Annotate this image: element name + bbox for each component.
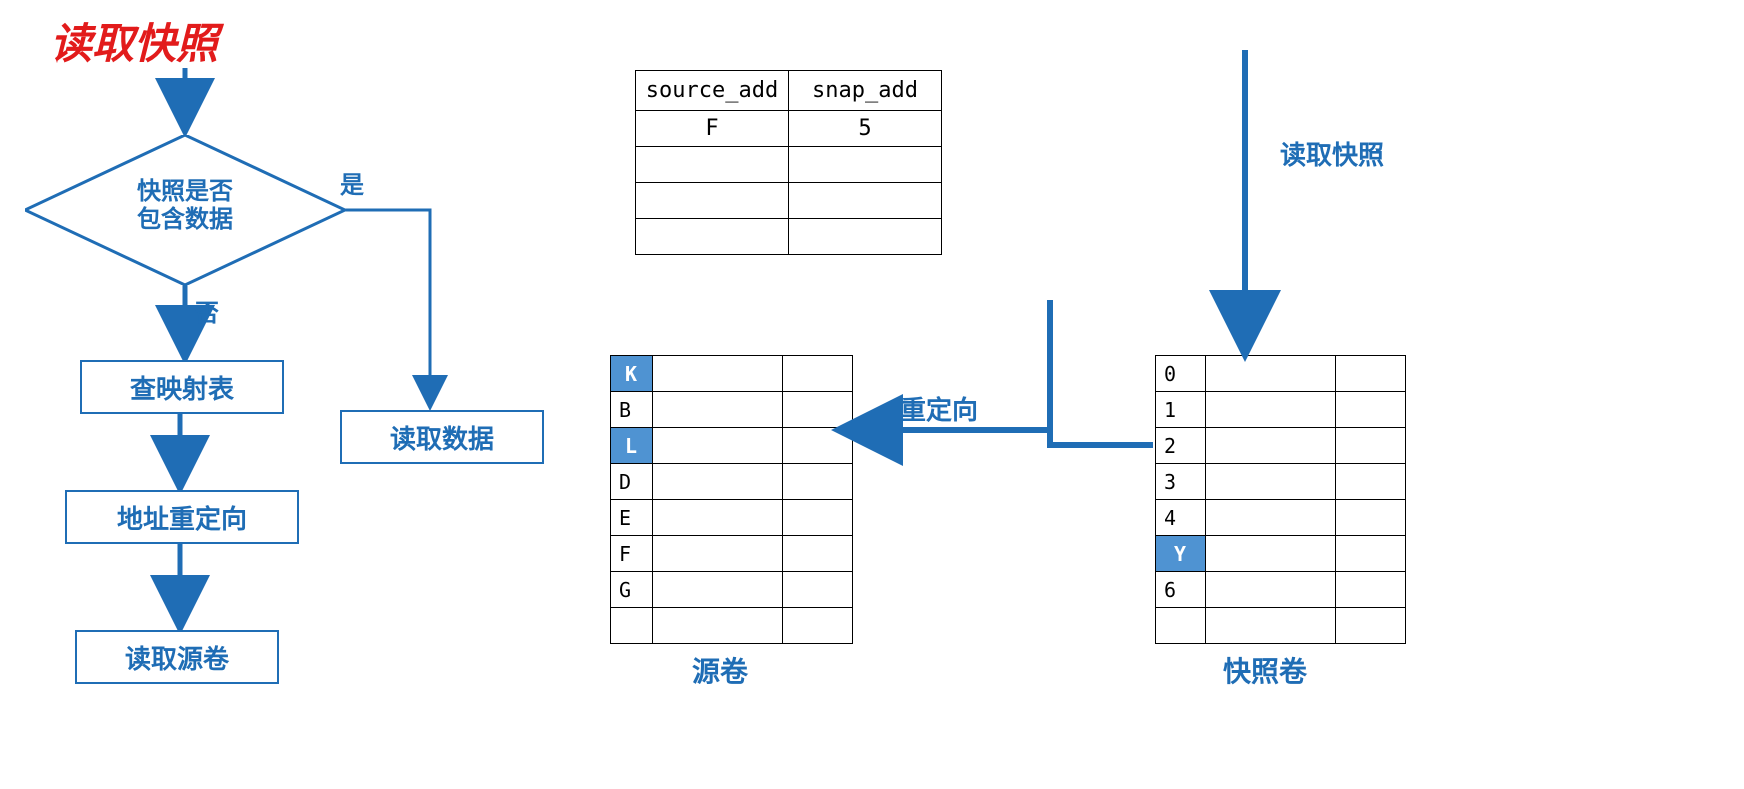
arrow-redirect (0, 0, 1744, 789)
diagram-canvas: 读取快照 快照是否 包含数据 是 否 查映射表 地址重定向 读取源卷 (0, 0, 1744, 789)
redirect-label: 重定向 (900, 390, 978, 427)
